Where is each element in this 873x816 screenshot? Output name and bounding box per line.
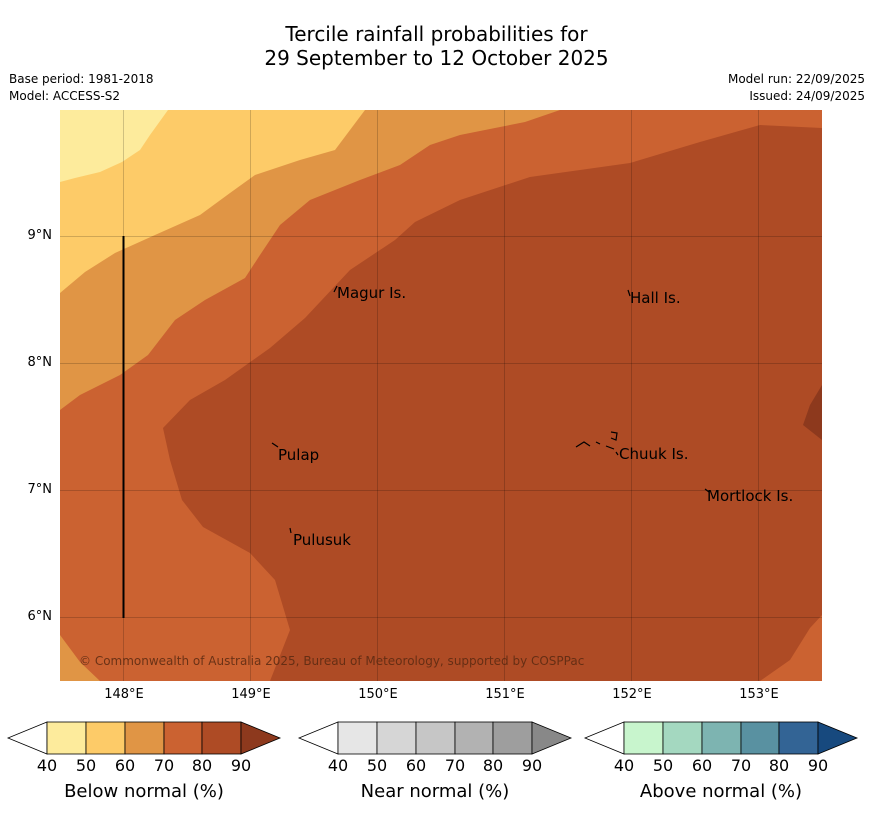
issued-date: Issued: 24/09/2025 [749, 89, 865, 103]
above-normal-label: Above normal (%) [639, 781, 803, 802]
place-label: Magur Is. [337, 284, 407, 302]
meta-left: Base period: 1981-2018 Model: ACCESS-S2 [9, 71, 154, 105]
band-60-sw [60, 635, 100, 681]
cbar-seg [531, 721, 573, 755]
cbar-seg [454, 721, 494, 755]
cbar-tick: 70 [730, 756, 752, 775]
cbar-seg [85, 721, 126, 755]
cbar-tick: 90 [521, 756, 543, 775]
cbar-seg [376, 721, 417, 755]
place-label: Mortlock Is. [707, 487, 794, 505]
cbar-tick: 90 [807, 756, 829, 775]
lat-label: 6°N [27, 609, 53, 624]
map-title: Tercile rainfall probabilities for 29 Se… [0, 22, 873, 70]
cbar-seg [6, 721, 48, 755]
cbar-seg [297, 721, 339, 755]
colorbar-above [583, 721, 859, 755]
cbar-seg [415, 721, 456, 755]
lon-label: 153°E [739, 687, 779, 702]
grid [60, 110, 822, 681]
cbar-tick: 40 [36, 756, 58, 775]
lon-label: 151°E [485, 687, 525, 702]
cbar-tick: 70 [444, 756, 466, 775]
near-normal-label: Near normal (%) [360, 781, 510, 802]
island-chuuk [575, 431, 619, 456]
model-name: Model: ACCESS-S2 [9, 89, 121, 103]
cbar-tick: 40 [327, 756, 349, 775]
copyright-text: © Commonwealth of Australia 2025, Bureau… [79, 654, 585, 668]
cbar-seg [701, 721, 742, 755]
lon-label: 148°E [104, 687, 144, 702]
lon-label: 149°E [231, 687, 271, 702]
cbar-seg [817, 721, 859, 755]
place-label: Hall Is. [630, 289, 681, 307]
below-normal-label: Below normal (%) [64, 781, 224, 802]
band-90 [803, 385, 822, 440]
island-mortlock [704, 488, 710, 493]
cbar-seg [201, 721, 242, 755]
colorbar-near [297, 721, 573, 755]
place-label: Chuuk Is. [619, 445, 689, 463]
meta-right: Model run: 22/09/2025 Issued: 24/09/2025 [728, 71, 865, 105]
cbar-seg [740, 721, 780, 755]
base-period: Base period: 1981-2018 [9, 72, 154, 86]
island-pulap [271, 442, 279, 448]
title-line-1: Tercile rainfall probabilities for [285, 22, 588, 46]
place-label: Pulusuk [293, 531, 351, 549]
cbar-tick: 60 [405, 756, 427, 775]
cbar-tick: 60 [114, 756, 136, 775]
band-50 [60, 110, 365, 293]
cbar-seg [337, 721, 378, 755]
lat-label: 8°N [27, 355, 53, 370]
lat-label: 9°N [27, 228, 53, 243]
cbar-tick: 40 [613, 756, 635, 775]
cbar-tick: 80 [768, 756, 790, 775]
cbar-seg [778, 721, 819, 755]
cbar-seg [240, 721, 282, 755]
cbar-seg [662, 721, 703, 755]
colorbar-below [6, 721, 282, 755]
title-line-2: 29 September to 12 October 2025 [264, 46, 609, 70]
island-pulusuk [289, 527, 292, 534]
cbar-tick: 50 [75, 756, 97, 775]
cbar-seg [46, 721, 87, 755]
cbar-tick: 80 [191, 756, 213, 775]
cbar-seg [492, 721, 533, 755]
cbar-seg [163, 721, 203, 755]
cbar-tick: 80 [482, 756, 504, 775]
cbar-tick: 50 [652, 756, 674, 775]
place-label: Pulap [278, 446, 320, 464]
cbar-tick: 70 [153, 756, 175, 775]
cbar-seg [623, 721, 664, 755]
island-hall [627, 289, 631, 297]
cbar-seg [124, 721, 165, 755]
lat-label: 7°N [27, 482, 53, 497]
lon-label: 150°E [358, 687, 398, 702]
model-run: Model run: 22/09/2025 [727, 72, 865, 86]
island-magur [333, 285, 338, 293]
cbar-tick: 60 [691, 756, 713, 775]
band-40 [60, 110, 168, 182]
cbar-tick: 90 [230, 756, 252, 775]
islands [271, 285, 710, 534]
lon-label: 152°E [612, 687, 652, 702]
cbar-tick: 50 [366, 756, 388, 775]
band-70-east [760, 615, 822, 681]
cbar-seg [583, 721, 625, 755]
